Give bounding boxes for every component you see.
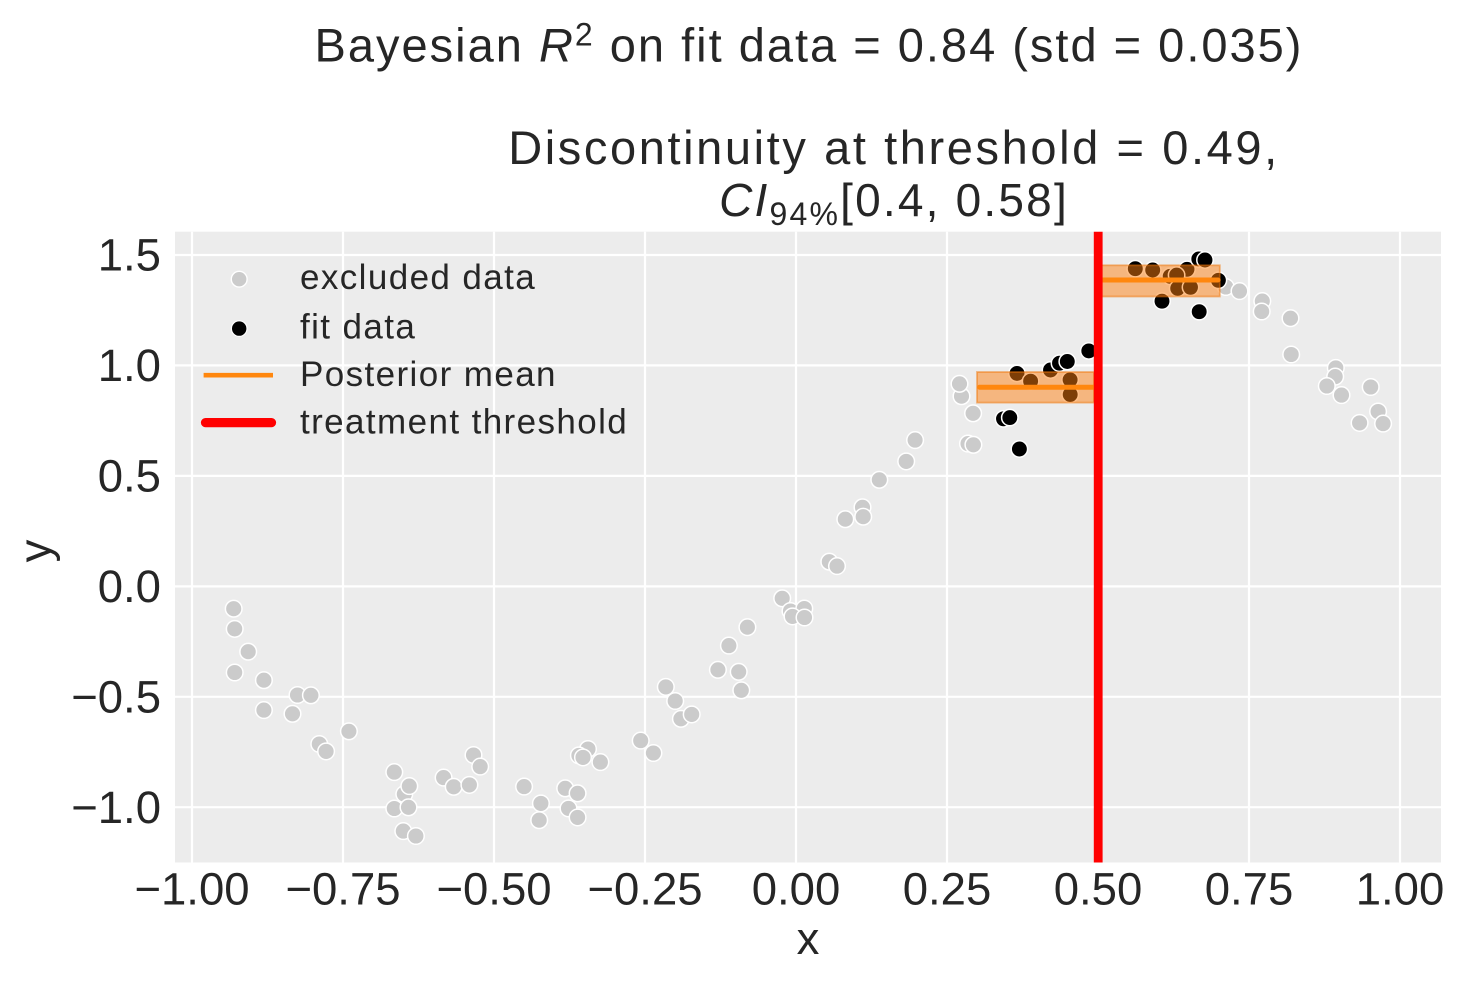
- svg-text:−0.5: −0.5: [71, 672, 161, 723]
- svg-text:treatment threshold: treatment threshold: [300, 402, 628, 441]
- svg-text:1.5: 1.5: [98, 230, 161, 281]
- svg-text:fit data: fit data: [300, 307, 416, 346]
- svg-text:Discontinuity at threshold = 0: Discontinuity at threshold = 0.49,: [508, 121, 1280, 174]
- svg-text:x: x: [797, 913, 820, 964]
- svg-text:excluded data: excluded data: [300, 258, 536, 297]
- svg-text:0.75: 0.75: [1205, 863, 1294, 914]
- svg-text:0.50: 0.50: [1054, 863, 1143, 914]
- svg-text:0.00: 0.00: [752, 863, 841, 914]
- svg-text:−1.00: −1.00: [134, 863, 249, 914]
- svg-text:Bayesian R2 on fit data = 0.84: Bayesian R2 on fit data = 0.84 (std = 0.…: [315, 17, 1304, 72]
- svg-text:0.0: 0.0: [98, 561, 161, 612]
- svg-text:−1.0: −1.0: [71, 782, 161, 833]
- svg-text:Posterior mean: Posterior mean: [300, 355, 557, 394]
- svg-text:−0.25: −0.25: [587, 863, 702, 914]
- svg-text:0.5: 0.5: [98, 451, 161, 502]
- svg-text:1.0: 1.0: [98, 340, 161, 391]
- svg-text:CI94%[0.4, 0.58]: CI94%[0.4, 0.58]: [719, 174, 1069, 232]
- svg-text:y: y: [10, 539, 61, 562]
- svg-text:−0.50: −0.50: [436, 863, 551, 914]
- svg-text:1.00: 1.00: [1356, 863, 1445, 914]
- svg-text:−0.75: −0.75: [285, 863, 400, 914]
- svg-text:0.25: 0.25: [903, 863, 992, 914]
